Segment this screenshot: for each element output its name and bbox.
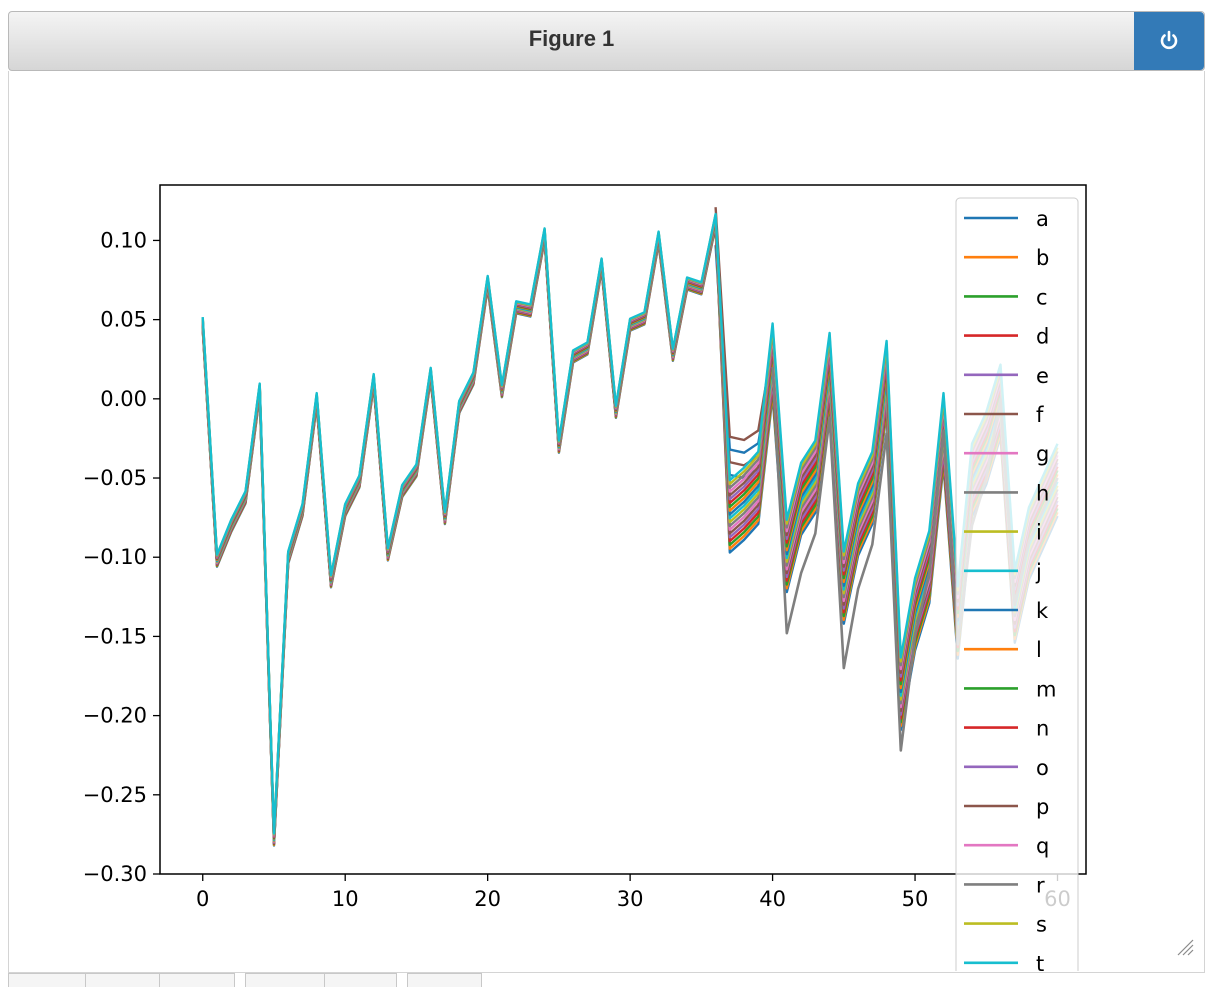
resize-grip-icon[interactable] — [1174, 936, 1194, 956]
figure-canvas[interactable]: 0102030405060 0.100.050.00−0.05−0.10−0.1… — [8, 71, 1205, 973]
y-tick-label: 0.10 — [100, 228, 147, 252]
x-tick-label: 40 — [759, 887, 786, 911]
legend-box — [955, 197, 1079, 971]
x-tick-label: 0 — [196, 887, 209, 911]
download-button[interactable] — [407, 973, 482, 987]
y-tick-label: −0.05 — [83, 466, 147, 490]
line-chart: 0102030405060 0.100.050.00−0.05−0.10−0.1… — [83, 184, 1087, 971]
x-tick-label: 30 — [617, 887, 644, 911]
legend-label: r — [1036, 873, 1045, 897]
legend-label: q — [1036, 834, 1049, 858]
legend-label: j — [1035, 560, 1042, 584]
y-tick-label: −0.20 — [83, 704, 147, 728]
x-tick-label: 50 — [902, 887, 929, 911]
legend-label: l — [1036, 638, 1042, 662]
legend-label: g — [1036, 442, 1049, 466]
legend-label: n — [1036, 717, 1049, 741]
y-tick-label: −0.25 — [83, 783, 147, 807]
x-tick-label: 10 — [332, 887, 359, 911]
power-icon — [1160, 30, 1178, 50]
close-figure-button[interactable] — [1134, 12, 1204, 70]
zoom-button[interactable] — [324, 973, 397, 987]
legend-label: m — [1036, 677, 1056, 701]
legend-label: c — [1036, 285, 1048, 309]
figure-titlebar: Figure 1 — [8, 11, 1205, 71]
legend-label: k — [1036, 599, 1049, 623]
legend-label: t — [1036, 952, 1044, 971]
legend-label: o — [1036, 756, 1049, 780]
x-tick-label: 20 — [474, 887, 501, 911]
y-tick-label: 0.00 — [100, 387, 147, 411]
legend-label: a — [1036, 207, 1049, 231]
y-tick-label: −0.15 — [83, 624, 147, 648]
legend-label: i — [1036, 521, 1042, 545]
legend-label: d — [1036, 325, 1049, 349]
figure-title: Figure 1 — [528, 26, 615, 51]
legend-label: h — [1036, 481, 1049, 505]
y-tick-label: −0.10 — [83, 545, 147, 569]
legend-label: e — [1036, 364, 1049, 388]
legend-label: p — [1036, 795, 1049, 819]
plot-frame — [159, 184, 1087, 875]
series-line-t — [201, 212, 1059, 835]
legend-label: b — [1036, 246, 1049, 270]
home-button[interactable] — [8, 973, 86, 987]
y-tick-label: −0.30 — [83, 862, 147, 886]
figure-toolbar — [8, 973, 488, 987]
legend-label: f — [1036, 403, 1044, 427]
back-button[interactable] — [85, 973, 160, 987]
legend-label: s — [1036, 913, 1047, 937]
pan-button[interactable] — [245, 973, 325, 987]
forward-button[interactable] — [159, 973, 235, 987]
y-tick-label: 0.05 — [100, 308, 147, 332]
